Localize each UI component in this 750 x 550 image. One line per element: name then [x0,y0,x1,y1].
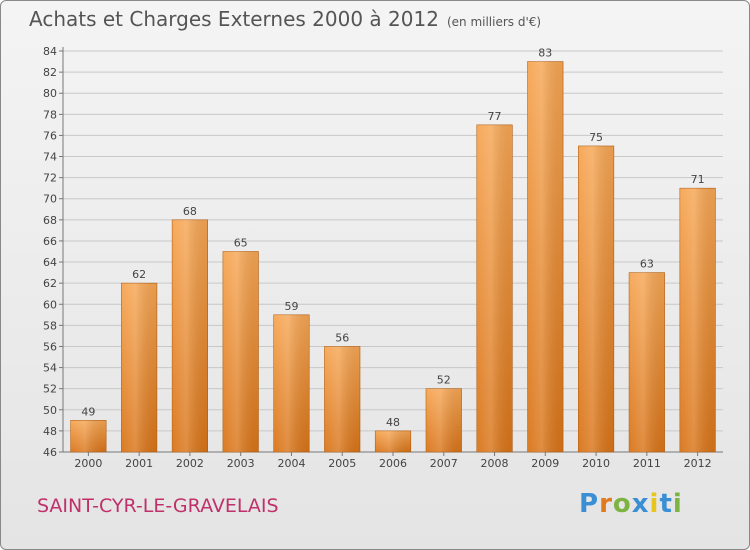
bar-shine [121,283,157,452]
bar-value-label: 48 [386,416,400,429]
y-tick-label: 82 [43,66,57,79]
x-tick-label: 2012 [684,457,712,470]
y-tick-label: 64 [43,256,57,269]
y-tick-label: 84 [43,45,57,58]
y-tick-label: 58 [43,319,57,332]
y-tick-label: 72 [43,172,57,185]
y-tick-label: 62 [43,277,57,290]
proxiti-logo: Proxiti [579,489,683,519]
chart-title: Achats et Charges Externes 2000 à 2012 (e… [29,7,541,31]
y-tick-label: 74 [43,151,57,164]
bar-value-label: 65 [234,237,248,250]
bar-shine [222,251,259,452]
logo-letter: o [612,489,632,519]
y-tick-label: 60 [43,298,57,311]
title-unit: (en milliers d'€) [446,15,542,29]
logo-letter: P [579,489,600,519]
y-tick-label: 66 [43,235,57,248]
x-tick-label: 2001 [125,457,153,470]
bar-shine [172,219,208,452]
bar-value-label: 49 [81,405,95,418]
logo-letter: r [599,489,613,519]
x-tick-label: 2000 [74,457,102,470]
y-tick-label: 80 [43,87,57,100]
logo-letter: t [659,489,673,519]
y-tick-label: 68 [43,214,57,227]
bar-shine [273,314,310,452]
y-tick-label: 76 [43,129,57,142]
x-tick-label: 2008 [481,457,509,470]
bar-shine [679,188,716,452]
bar-shine [426,388,462,452]
bar-value-label: 59 [284,300,298,313]
y-tick-label: 52 [43,383,57,396]
y-tick-label: 54 [43,362,57,375]
bar-shine [527,61,564,452]
y-tick-label: 50 [43,404,57,417]
x-tick-label: 2002 [176,457,204,470]
bar-value-label: 75 [589,131,603,144]
bar-value-label: 83 [538,47,552,60]
logo-letter: i [672,489,683,519]
bar-shine [375,430,411,452]
x-tick-label: 2007 [430,457,458,470]
y-tick-label: 56 [43,340,57,353]
logo-letter: i [649,489,660,519]
bar-value-label: 56 [335,331,349,344]
x-tick-label: 2005 [328,457,356,470]
bar-value-label: 62 [132,268,146,281]
x-tick-label: 2006 [379,457,407,470]
bar-shine [476,124,513,453]
bar-value-label: 77 [488,110,502,123]
bar-value-label: 52 [437,374,451,387]
bar-shine [629,272,665,452]
bar-shine [578,145,614,452]
commune-name: SAINT-CYR-LE-GRAVELAIS [37,495,279,517]
y-tick-label: 78 [43,108,57,121]
bar-value-label: 68 [183,205,197,218]
x-tick-label: 2004 [277,457,305,470]
x-tick-label: 2003 [227,457,255,470]
title-text: Achats et Charges Externes 2000 à 2012 [29,7,439,31]
bar-value-label: 63 [640,258,654,271]
y-tick-label: 70 [43,193,57,206]
x-tick-label: 2009 [531,457,559,470]
y-tick-label: 48 [43,425,57,438]
bar-value-label: 71 [691,173,705,186]
x-tick-label: 2010 [582,457,610,470]
y-tick-label: 46 [43,446,57,459]
logo-letter: x [631,489,650,519]
bar-shine [324,346,360,452]
bar-shine [70,420,107,452]
x-tick-label: 2011 [633,457,661,470]
